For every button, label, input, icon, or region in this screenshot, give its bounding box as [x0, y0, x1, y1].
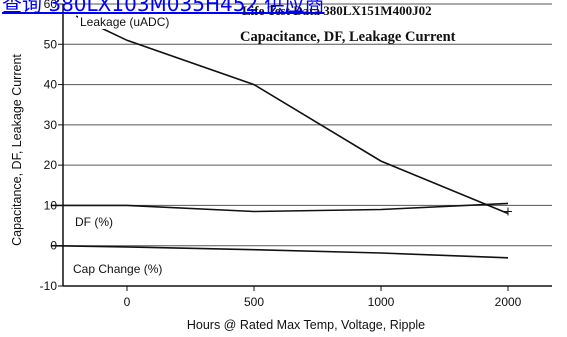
series-line-1 [50, 202, 509, 213]
y-tick-label: 10 [44, 198, 58, 212]
y-tick-label: 60 [44, 0, 58, 11]
y-tick-label: 50 [44, 37, 58, 51]
y-tick-label: 30 [44, 118, 58, 132]
series-label: Leakage (uADC) [80, 15, 169, 29]
series-label-bg [73, 214, 121, 229]
series-label-bg [71, 261, 176, 276]
y-tick-label: -10 [40, 279, 58, 293]
series-line-0 [75, 15, 509, 215]
x-tick-label: 0 [124, 295, 131, 309]
supplier-link[interactable]: 查询 380LX103M035H452 供应商 [2, 0, 325, 16]
x-tick-label: 2000 [495, 295, 522, 309]
x-tick-label: 500 [244, 295, 264, 309]
x-axis-label: Hours @ Rated Max Temp, Voltage, Ripple [187, 318, 425, 332]
series-line-2 [50, 244, 509, 259]
series-label: Cap Change (%) [73, 262, 162, 276]
y-tick-label: 20 [44, 158, 58, 172]
x-tick-label: 1000 [368, 295, 395, 309]
chart-title: Life Test Data 380LX151M400J02 [242, 3, 432, 18]
chart-subtitle: Capacitance, DF, Leakage Current [240, 29, 456, 45]
y-axis-label: Capacitance, DF, Leakage Current [10, 54, 24, 246]
series-label: DF (%) [75, 215, 113, 229]
y-tick-label: 40 [44, 78, 58, 92]
series-label-bg [78, 14, 183, 29]
